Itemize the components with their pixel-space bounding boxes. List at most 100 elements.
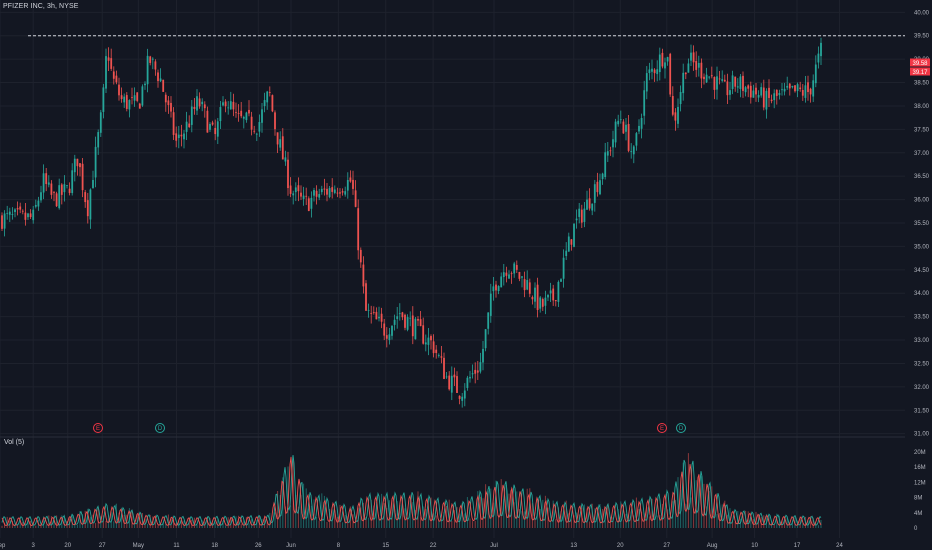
candle-body [505, 272, 508, 276]
candle-body [40, 192, 42, 201]
candle-body [274, 112, 276, 130]
chart-title: PFIZER INC, 3h, NYSE [3, 3, 79, 10]
volume-series [1, 453, 822, 528]
candle-body [385, 335, 388, 339]
candle-body [193, 106, 196, 109]
candle-body [760, 87, 763, 96]
candle-body [248, 109, 250, 114]
candle-body [263, 100, 266, 107]
candle-body [664, 62, 666, 69]
candle-body [29, 213, 32, 218]
candle-body [453, 374, 456, 378]
candle-body [588, 198, 591, 209]
candle-body [79, 163, 81, 168]
candle-body [479, 362, 482, 372]
candle-body [804, 85, 807, 98]
candle-body [16, 208, 19, 210]
candle-body [120, 95, 123, 100]
candle-body [487, 312, 490, 329]
candle-body [484, 329, 487, 349]
event-marker-e[interactable]: E [657, 423, 667, 433]
candle-body [68, 188, 71, 193]
candle-body [188, 123, 191, 128]
event-marker-d[interactable]: D [155, 423, 165, 433]
candle-body [474, 369, 477, 374]
candle-body [596, 181, 599, 193]
candle-body [206, 110, 209, 133]
candle-body [1, 215, 3, 229]
candle-body [700, 62, 703, 79]
candle-body [305, 195, 308, 197]
candle-body [14, 209, 16, 212]
candle-body [183, 133, 185, 140]
candle-body [229, 101, 232, 110]
candle-body [284, 157, 287, 162]
candle-body [609, 150, 612, 152]
candle-body [617, 120, 620, 125]
candle-body [393, 319, 396, 325]
candle-body [643, 90, 646, 116]
candle-body [539, 297, 542, 309]
candle-body [593, 184, 596, 203]
event-marker-e[interactable]: E [93, 423, 103, 433]
candle-body [570, 239, 573, 245]
candle-body [770, 99, 773, 102]
candle-body [482, 348, 484, 363]
candle-body [580, 209, 583, 223]
candle-body [227, 107, 230, 109]
candle-body [323, 188, 326, 190]
candle-body [783, 88, 786, 92]
grid [0, 0, 905, 538]
candle-body [791, 85, 794, 88]
candle-body [414, 318, 417, 340]
candle-body [378, 316, 380, 319]
candle-body [180, 134, 183, 137]
candle-body [625, 124, 627, 132]
candle-body [749, 85, 752, 98]
candle-body [794, 85, 796, 92]
candle-body [37, 200, 40, 207]
candle-body [99, 112, 102, 133]
event-marker-circle [676, 423, 686, 433]
event-marker-d[interactable]: D [676, 423, 686, 433]
x-tick-label: Jul [490, 543, 498, 549]
x-tick-label: Sep [0, 543, 6, 549]
y-axis: 40.0039.5039.0038.5038.0037.5037.0036.50… [914, 10, 930, 437]
candle-body [573, 223, 575, 247]
candle-body [718, 78, 721, 80]
candle-body [258, 122, 261, 132]
candle-body [105, 56, 107, 89]
candle-body [734, 76, 737, 87]
candle-body [409, 317, 412, 319]
candle-body [300, 192, 302, 197]
candle-body [557, 281, 560, 302]
candle-body [151, 58, 154, 60]
candle-body [222, 102, 224, 106]
candle-body [219, 107, 222, 122]
candle-body [638, 125, 640, 132]
candle-body [430, 336, 432, 341]
candle-body [820, 42, 822, 57]
candle-body [58, 185, 61, 209]
candle-body [768, 87, 770, 98]
x-tick-label: 27 [663, 543, 670, 549]
candle-body [510, 273, 513, 275]
candle-body [203, 104, 206, 109]
candle-body [138, 103, 141, 109]
candle-body [547, 294, 549, 298]
candle-body [635, 133, 638, 146]
candle-body [817, 53, 820, 63]
price-tags: 39.58 39.17 [910, 58, 930, 76]
price-tag-label: 39.58 [912, 61, 928, 67]
candle-body [89, 189, 92, 220]
y-tick-label: 38.50 [914, 81, 930, 87]
candle-body [224, 101, 227, 107]
candle-body [216, 121, 219, 137]
candle-body [775, 89, 778, 96]
candle-body [601, 173, 604, 180]
candle-body [544, 297, 547, 306]
candle-body [328, 188, 331, 198]
candle-body [63, 184, 66, 193]
candle-body [232, 101, 235, 110]
